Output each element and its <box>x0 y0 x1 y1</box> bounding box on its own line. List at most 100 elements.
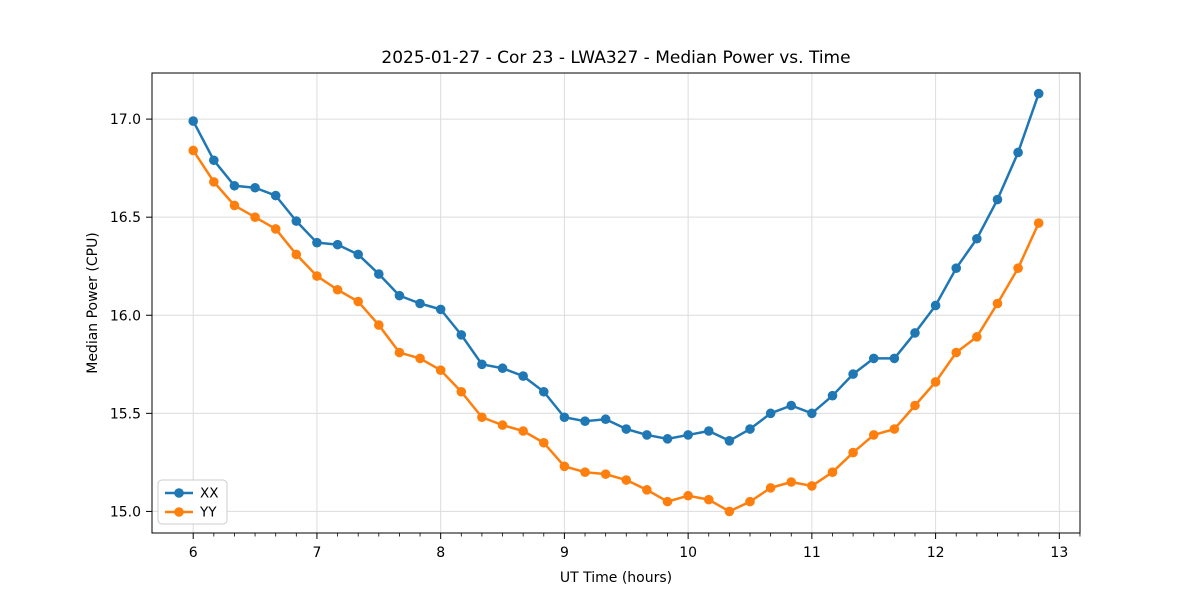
series-xx-point <box>951 263 962 273</box>
x-axis-label: UT Time (hours) <box>560 570 672 586</box>
series-xx-point <box>868 353 879 364</box>
series-xx-point <box>765 408 776 419</box>
series-xx-point <box>972 233 982 244</box>
series-yy-point <box>188 145 199 156</box>
y-tick-label: 17.0 <box>110 112 141 128</box>
series-yy-point <box>229 200 240 211</box>
series-yy-point <box>312 271 322 281</box>
series-xx-point <box>188 116 199 126</box>
series-xx-point <box>374 269 384 279</box>
series-xx-point <box>745 424 755 434</box>
x-tick-label: 13 <box>1050 545 1068 561</box>
series-xx-point <box>580 416 590 426</box>
series-yy-point <box>394 347 405 358</box>
series-yy-point <box>559 461 570 472</box>
series-xx-point <box>1013 147 1023 158</box>
series-xx-point <box>683 430 693 440</box>
y-tick-label: 15.5 <box>110 406 141 422</box>
series-yy-point <box>848 447 858 458</box>
series-yy-point <box>930 377 941 387</box>
series-xx-point <box>600 414 611 425</box>
axes-spines <box>151 72 1081 534</box>
series-yy-point <box>374 320 384 330</box>
legend-marker-xx <box>174 488 184 498</box>
series-yy-point <box>1033 218 1044 228</box>
x-tick-label: 12 <box>927 545 945 561</box>
series-xx-point <box>827 390 838 401</box>
series-yy-point <box>497 420 508 430</box>
series-yy-point <box>291 249 302 260</box>
series-yy-point <box>621 475 632 485</box>
series-yy-point <box>435 365 446 375</box>
series-xx-point <box>848 369 858 379</box>
series-xx-point <box>209 155 219 166</box>
series-yy-point <box>332 284 343 295</box>
series-yy-point <box>642 485 652 495</box>
series-xx-point <box>518 371 528 381</box>
x-tick-label: 8 <box>436 545 445 561</box>
x-tick-label: 10 <box>679 545 697 561</box>
series-xx-point <box>786 400 797 411</box>
series-xx-point <box>703 426 714 436</box>
series-yy-point <box>992 298 1003 309</box>
series-yy-point <box>580 467 590 477</box>
y-axis-label: Median Power (CPU) <box>85 232 101 374</box>
series-xx-point <box>497 363 508 374</box>
series-xx-point <box>270 190 281 201</box>
series-yy-point <box>827 467 838 477</box>
series-yy-point <box>538 437 549 448</box>
series-xx-point <box>930 300 941 311</box>
series-xx-point <box>992 194 1003 205</box>
x-tick-label: 11 <box>803 545 821 561</box>
series-xx-point <box>1033 88 1044 99</box>
plot-area: 6 7 8 9 10 11 12 13 15.0 15.5 16.0 16.5 17.0 XX YY <box>110 72 1081 561</box>
legend-label-yy: YY <box>199 505 217 521</box>
series-xx-point <box>229 180 240 191</box>
series-yy-point <box>765 483 776 493</box>
series-xx-point <box>353 249 363 260</box>
series-yy-point <box>662 496 673 507</box>
series-xx-line <box>192 93 1040 443</box>
series-yy-point <box>807 481 817 491</box>
chart-title: 2025-01-27 - Cor 23 - LWA327 - Median Po… <box>381 48 850 68</box>
series-xx-point <box>724 436 735 446</box>
series-yy-point <box>703 494 714 505</box>
series-yy-point <box>518 426 528 436</box>
series-yy-point <box>209 177 219 187</box>
series-yy-point <box>683 490 693 501</box>
series-yy-point <box>910 400 920 411</box>
legend-marker-yy <box>174 507 184 517</box>
series-xx-point <box>621 424 632 434</box>
series-yy-point <box>250 212 260 222</box>
series-xx-point <box>394 290 405 301</box>
y-tick-label: 15.0 <box>110 504 141 520</box>
series-yy-point <box>415 353 425 364</box>
series-xx-point <box>642 430 652 440</box>
series-yy-point <box>270 224 281 234</box>
series-xx-point <box>312 237 322 248</box>
series-yy-point <box>745 496 755 507</box>
series-yy-point <box>353 296 363 307</box>
series-xx-point <box>889 353 900 364</box>
series-xx-point <box>807 408 817 419</box>
series-yy-point <box>951 347 962 358</box>
series-yy-point <box>600 469 611 479</box>
series-xx-point <box>538 386 549 397</box>
x-tick-label: 6 <box>189 545 198 561</box>
series-xx-point <box>910 328 920 338</box>
series-xx-point <box>291 216 302 226</box>
series-yy-point <box>889 424 900 434</box>
legend-label-xx: XX <box>200 486 219 502</box>
series-xx-point <box>456 330 467 340</box>
series-yy-point <box>724 506 735 517</box>
series-yy-point <box>868 430 879 440</box>
series-xx-point <box>415 298 425 309</box>
series-xx-point <box>435 304 446 315</box>
x-tick-label: 7 <box>312 545 321 561</box>
series-yy-point <box>1013 263 1023 273</box>
series-xx-point <box>477 359 487 370</box>
series-yy-point <box>456 386 467 397</box>
series-xx-point <box>662 434 673 444</box>
